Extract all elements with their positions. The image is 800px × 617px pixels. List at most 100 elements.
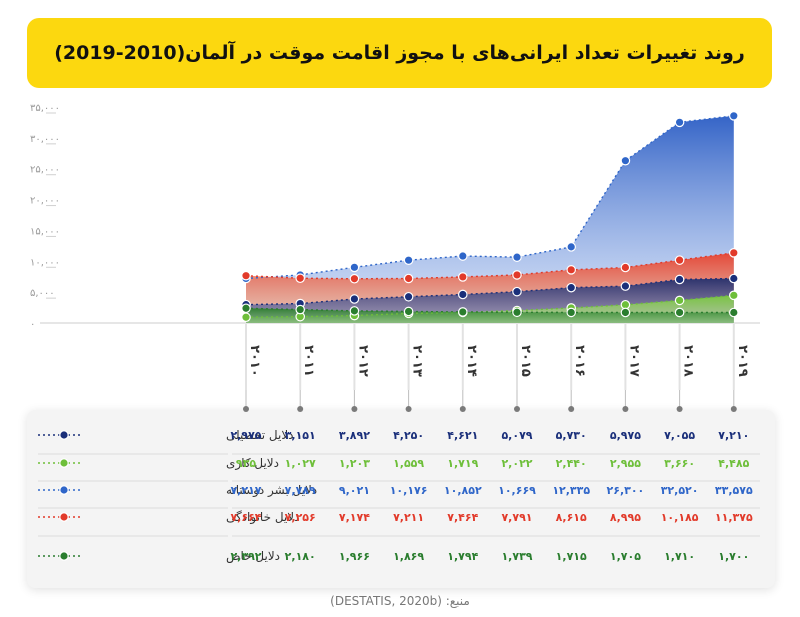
line-work [245, 294, 734, 318]
table-cell-special: ۱,۷۱۰ [664, 550, 695, 563]
point-special [512, 307, 522, 318]
table-cell-family: ۷,۲۵۶ [285, 511, 316, 524]
point-humanitarian [457, 251, 468, 261]
table-cell-special: ۲,۱۸۰ [285, 550, 316, 563]
x-tick-label: ۲۰۱۱ [301, 345, 316, 377]
area-special [246, 308, 734, 323]
table-cell-work: ۹۳۵ [236, 457, 256, 470]
table-cell-humanitarian: ۱۰,۱۷۶ [390, 484, 428, 497]
point-humanitarian [403, 255, 414, 265]
point-family [728, 248, 739, 258]
legend-marker-special [59, 551, 69, 561]
table-cell-family: ۷,۱۷۴ [339, 511, 370, 524]
point-work [674, 295, 685, 306]
point-family [620, 262, 631, 273]
table-cell-education: ۵,۹۷۵ [610, 429, 641, 442]
year-column [407, 324, 410, 390]
point-family [241, 270, 251, 281]
point-education [457, 289, 468, 300]
table-cell-humanitarian: ۳۳,۵۷۵ [715, 484, 753, 497]
point-special [566, 307, 576, 318]
x-tick-label: ۲۰۱۴ [464, 345, 479, 377]
legend-label-education: دلایل تحصیلی [226, 428, 294, 442]
point-humanitarian [349, 262, 360, 273]
table-cell-education: ۳,۸۹۲ [339, 429, 370, 442]
legend-marker-family [59, 512, 69, 522]
table-cell-special: ۱,۷۰۵ [610, 550, 641, 563]
table-connector-dot [622, 406, 629, 412]
point-work [728, 290, 739, 301]
table-cell-education: ۷,۲۱۰ [718, 429, 749, 442]
x-tick-label: ۲۰۱۸ [681, 345, 696, 377]
data-table-panel [27, 410, 775, 588]
point-special [349, 306, 360, 316]
table-cell-humanitarian: ۱۰,۸۵۲ [444, 484, 482, 497]
year-column [678, 324, 681, 390]
table-connector-dot [405, 406, 412, 412]
x-tick-label: ۲۰۱۷ [626, 345, 641, 377]
table-cell-humanitarian: ۹,۰۲۱ [339, 484, 370, 497]
table-cell-education: ۴,۲۵۰ [393, 429, 424, 442]
table-connector-dot [351, 406, 358, 412]
table-cell-work: ۱,۲۰۳ [339, 457, 370, 470]
table-cell-work: ۱,۰۲۷ [285, 457, 316, 470]
point-humanitarian [512, 252, 522, 262]
title-banner: روند تغییرات تعداد ایرانی‌های با مجوز اق… [27, 18, 772, 88]
table-cell-special: ۱,۷۱۵ [556, 550, 587, 563]
x-tick-label: ۲۰۱۳ [410, 345, 425, 377]
table-cell-family: ۷,۶۶۴ [230, 511, 261, 524]
y-tick-label: ۵,۰۰۰ [30, 288, 55, 299]
table-cell-education: ۳,۱۵۱ [285, 429, 316, 442]
x-tick-label: ۲۰۱۶ [572, 345, 587, 377]
point-family [566, 265, 576, 275]
table-cell-humanitarian: ۱۲,۳۳۵ [552, 484, 590, 497]
table-cell-special: ۱,۸۶۹ [393, 550, 424, 563]
table-cell-education: ۵,۰۷۹ [501, 429, 532, 442]
table-cell-family: ۷,۷۹۱ [501, 511, 532, 524]
table-cell-special: ۱,۷۰۰ [718, 550, 749, 563]
point-education [566, 282, 576, 293]
point-education [403, 291, 414, 302]
table-cell-family: ۸,۹۹۵ [610, 511, 641, 524]
table-connector-dot [730, 406, 737, 412]
legend-label-work: دلایل کاری [226, 456, 279, 471]
table-cell-education: ۲,۹۷۵ [230, 429, 261, 442]
table-cell-special: ۱,۹۶۶ [339, 550, 370, 563]
table-cell-humanitarian: ۳۲,۵۲۰ [661, 484, 699, 497]
year-column [732, 324, 735, 390]
table-cell-humanitarian: ۱۰,۶۶۹ [498, 484, 536, 497]
point-humanitarian [728, 110, 739, 121]
point-family [403, 273, 414, 284]
line-humanitarian [245, 115, 734, 280]
table-connector-dot [459, 406, 466, 412]
y-tick-label: ۱۵,۰۰۰ [30, 226, 60, 237]
line-education [245, 277, 734, 306]
year-column [461, 324, 464, 390]
table-cell-work: ۱,۵۵۹ [393, 457, 424, 470]
point-family [674, 255, 685, 265]
point-special [674, 307, 685, 318]
table-cell-education: ۵,۷۳۰ [556, 429, 587, 442]
table-cell-special: ۲,۳۹۲ [230, 550, 261, 563]
table-cell-education: ۴,۶۲۱ [447, 429, 478, 442]
legend-label-humanitarian: دلایل بشر دوستانه [226, 483, 317, 498]
table-connector-dot [243, 406, 249, 412]
table-connector-dot [676, 406, 683, 412]
year-column [245, 324, 247, 390]
point-special [728, 307, 739, 318]
table-cell-work: ۴,۴۸۵ [718, 457, 749, 470]
source-note: منبع: (DESTATIS, 2020b) [330, 594, 470, 608]
point-humanitarian [620, 155, 631, 166]
legend-marker-education [59, 430, 69, 440]
legend-marker-work [59, 458, 69, 468]
x-tick-label: ۲۰۱۰ [247, 345, 262, 377]
y-tick-label: ۳۵,۰۰۰ [30, 103, 60, 114]
table-connector-dot [568, 406, 575, 412]
point-special [620, 307, 631, 318]
table-cell-humanitarian: ۷,۷۸۹ [285, 484, 316, 497]
table-connector-dot [297, 406, 304, 412]
year-column [516, 324, 518, 390]
table-cell-work: ۳,۶۶۰ [664, 457, 695, 470]
